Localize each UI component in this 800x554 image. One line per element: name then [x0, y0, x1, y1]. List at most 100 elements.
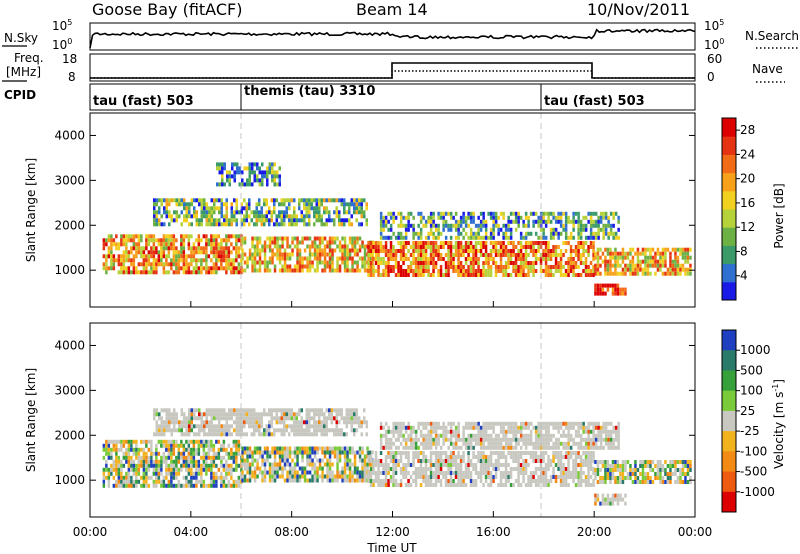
power-echo-cell [552, 265, 555, 269]
power-echo-cell [596, 271, 600, 276]
velocity-echo-cell [479, 475, 483, 479]
velocity-echo-cell [437, 467, 440, 471]
velocity-echo-cell [437, 421, 440, 426]
velocity-echo-cell [170, 416, 173, 421]
power-echo-cell [499, 211, 503, 216]
power-echo-cell [112, 238, 116, 243]
velocity-echo-cell [356, 450, 359, 455]
velocity-echo-cell [102, 483, 106, 488]
power-echo-cell [197, 246, 201, 251]
velocity-echo-cell [253, 450, 257, 455]
power-echo-cell [165, 238, 168, 243]
power-echo-cell [669, 259, 672, 264]
velocity-echo-cell [230, 475, 233, 480]
velocity-echo-cell [162, 443, 166, 448]
power-echo-cell [253, 244, 257, 249]
power-echo-cell [361, 244, 364, 249]
power-echo-cell [351, 240, 354, 245]
power-echo-cell [577, 273, 580, 277]
power-echo-cell [165, 234, 168, 239]
power-echo-cell [158, 198, 161, 203]
power-echo-cell [449, 265, 453, 269]
power-echo-cell [120, 258, 123, 263]
velocity-echo-cell [467, 421, 470, 426]
velocity-echo-cell [384, 471, 388, 475]
power-echo-cell [394, 273, 398, 277]
power-echo-cell [227, 250, 231, 255]
velocity-echo-cell [130, 483, 133, 488]
power-echo-cell [308, 248, 312, 253]
velocity-echo-cell [243, 408, 246, 413]
velocity-echo-cell [190, 420, 193, 425]
velocity-echo-cell [427, 421, 430, 426]
power-echo-cell [592, 253, 595, 257]
power-echo-cell [268, 240, 272, 245]
power-echo-cell [162, 266, 166, 271]
velocity-echo-cell [220, 447, 223, 452]
velocity-echo-cell [326, 450, 329, 455]
velocity-echo-cell [278, 428, 281, 433]
velocity-echo-cell [215, 412, 218, 417]
power-echo-cell [251, 236, 254, 241]
velocity-echo-cell [358, 450, 362, 455]
power-echo-cell [477, 265, 480, 269]
power-echo-cell [492, 235, 495, 240]
velocity-echo-cell [454, 429, 458, 434]
power-echo-cell [175, 262, 178, 267]
velocity-echo-cell [497, 421, 500, 426]
velocity-echo-cell [422, 433, 425, 438]
power-echo-cell [464, 241, 468, 245]
power-echo-cell [233, 218, 236, 223]
velocity-echo-cell [659, 476, 662, 480]
velocity-echo-cell [399, 455, 403, 459]
power-echo-cell [472, 235, 475, 240]
velocity-echo-cell [429, 471, 433, 475]
power-echo-cell [233, 198, 236, 203]
velocity-echo-cell [323, 432, 326, 437]
power-echo-cell [321, 236, 324, 241]
velocity-echo-cell [153, 416, 156, 421]
velocity-echo-cell [117, 467, 121, 472]
power-echo-cell [384, 261, 388, 265]
velocity-echo-cell [303, 446, 307, 451]
velocity-echo-cell [235, 424, 238, 429]
power-echo-cell [592, 245, 595, 249]
velocity-echo-cell [260, 416, 263, 421]
power-echo-cell [372, 265, 375, 269]
power-echo-cell [676, 255, 680, 260]
power-echo-cell [298, 206, 301, 211]
velocity-echo-cell [384, 483, 388, 487]
velocity-echo-cell [402, 471, 405, 475]
power-echo-cell [614, 251, 617, 256]
power-echo-cell [472, 215, 475, 220]
power-echo-cell [288, 202, 291, 207]
velocity-echo-cell [102, 447, 106, 452]
power-echo-cell [594, 287, 597, 292]
power-echo-cell [562, 253, 565, 257]
power-echo-cell [467, 273, 470, 277]
velocity-echo-cell [592, 483, 595, 487]
power-echo-cell [183, 206, 186, 211]
velocity-echo-cell [340, 432, 343, 437]
velocity-echo-cell [268, 470, 272, 475]
power-echo-cell [479, 249, 483, 253]
power-echo-cell [167, 242, 171, 247]
power-echo-cell [241, 268, 244, 273]
velocity-echo-cell [507, 451, 510, 455]
power-echo-cell [218, 162, 221, 167]
velocity-echo-cell [326, 478, 329, 483]
velocity-echo-cell [532, 471, 535, 475]
power-echo-cell [524, 211, 528, 216]
power-echo-cell [671, 267, 675, 272]
power-echo-cell [345, 202, 348, 207]
power-echo-cell [402, 223, 405, 228]
power-echo-cell [137, 246, 141, 251]
velocity-echo-cell [220, 424, 223, 429]
power-echo-cell [457, 253, 460, 257]
velocity-echo-cell [215, 451, 218, 456]
velocity-echo-cell [452, 429, 455, 434]
velocity-echo-cell [232, 439, 236, 444]
power-echo-cell [266, 178, 269, 183]
velocity-echo-cell [417, 421, 420, 426]
power-echo-cell [417, 231, 420, 236]
